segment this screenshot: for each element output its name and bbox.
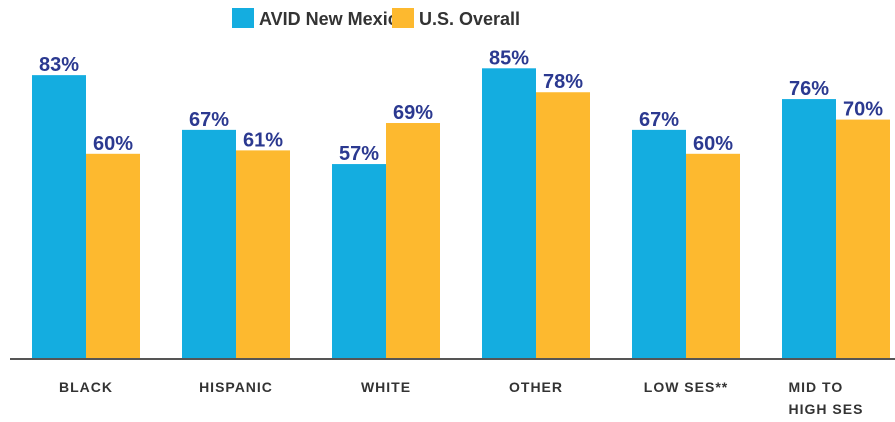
- data-label: 57%: [339, 143, 379, 165]
- bar: [236, 150, 290, 359]
- bar: [386, 123, 440, 360]
- bar: [182, 129, 236, 359]
- x-tick-label: OTHER: [509, 379, 563, 395]
- data-label: 61%: [243, 129, 283, 151]
- x-tick-label: LOW SES**: [643, 379, 729, 395]
- data-label: 78%: [543, 71, 583, 93]
- legend-swatch: [392, 8, 414, 28]
- legend-swatch: [232, 8, 254, 28]
- data-label: 76%: [789, 78, 829, 100]
- bar: [332, 164, 386, 359]
- data-label: 85%: [489, 47, 529, 69]
- bar: [536, 92, 590, 360]
- legend-label: AVID New Mexico: [259, 9, 409, 29]
- data-label: 60%: [93, 133, 133, 155]
- data-label: 67%: [639, 109, 679, 131]
- x-tick-label: HISPANIC: [199, 379, 273, 395]
- bar: [686, 153, 740, 359]
- data-label: 83%: [39, 54, 79, 76]
- bar: [32, 75, 86, 359]
- data-label: 60%: [693, 133, 733, 155]
- legend-label: U.S. Overall: [419, 9, 520, 29]
- data-label: 67%: [189, 109, 229, 131]
- data-label: 70%: [843, 99, 883, 121]
- x-tick-label: WHITE: [360, 379, 412, 395]
- bar: [836, 119, 890, 359]
- bar: [632, 129, 686, 359]
- data-label: 69%: [393, 102, 433, 124]
- x-tick-label: MID TO HIGH SES: [788, 379, 864, 417]
- bar: [482, 68, 536, 360]
- bar: [86, 153, 140, 359]
- bar: [782, 99, 836, 359]
- x-tick-label: BLACK: [59, 379, 113, 395]
